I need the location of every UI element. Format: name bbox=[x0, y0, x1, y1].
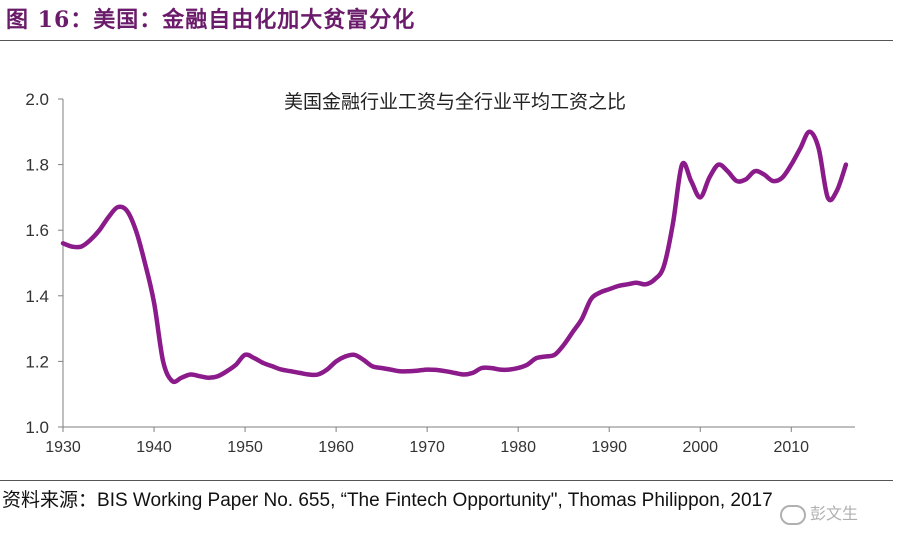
source-note: 资料来源：BIS Working Paper No. 655, “The Fin… bbox=[2, 486, 895, 515]
series-layer bbox=[60, 129, 849, 385]
x-tick-label: 1990 bbox=[591, 439, 627, 456]
x-tick-label: 2010 bbox=[773, 439, 809, 456]
x-tick-label: 1930 bbox=[45, 439, 81, 456]
y-tick-label: 1.2 bbox=[25, 352, 49, 371]
x-tick-label: 1960 bbox=[318, 439, 354, 456]
x-tick-label: 1980 bbox=[500, 439, 536, 456]
source-text: BIS Working Paper No. 655, “The Fintech … bbox=[97, 490, 773, 511]
x-tick-label: 2000 bbox=[682, 439, 718, 456]
source-label: 资料来源： bbox=[2, 489, 98, 511]
series-line bbox=[60, 129, 849, 385]
y-tick-label: 1.6 bbox=[25, 221, 49, 240]
top-divider bbox=[0, 40, 893, 41]
watermark-text: 彭文生 bbox=[810, 504, 859, 523]
y-tick-label: 1.8 bbox=[25, 156, 49, 175]
watermark: 彭文生 bbox=[780, 500, 858, 525]
x-tick-label: 1940 bbox=[136, 439, 172, 456]
line-chart: 美国金融行业工资与全行业平均工资之比 1.0 1.2 1.4 1.6 1.8 2.0 193… bbox=[25, 90, 855, 456]
bottom-divider bbox=[0, 480, 893, 481]
y-tick-label: 2.0 bbox=[25, 90, 49, 109]
chart-title: 美国金融行业工资与全行业平均工资之比 bbox=[284, 91, 626, 113]
tick-labels: 1.0 1.2 1.4 1.6 1.8 2.0 1930 1940 1950 1960 1970 19… bbox=[25, 90, 809, 456]
y-tick-label: 1.0 bbox=[25, 418, 49, 437]
axes bbox=[58, 98, 855, 432]
x-tick-label: 1970 bbox=[409, 439, 445, 456]
wechat-icon bbox=[780, 504, 806, 525]
y-tick-label: 1.4 bbox=[25, 287, 49, 306]
figure-title: 图 16：美国：金融自由化加大贫富分化 bbox=[6, 7, 416, 33]
x-tick-label: 1950 bbox=[227, 439, 263, 456]
